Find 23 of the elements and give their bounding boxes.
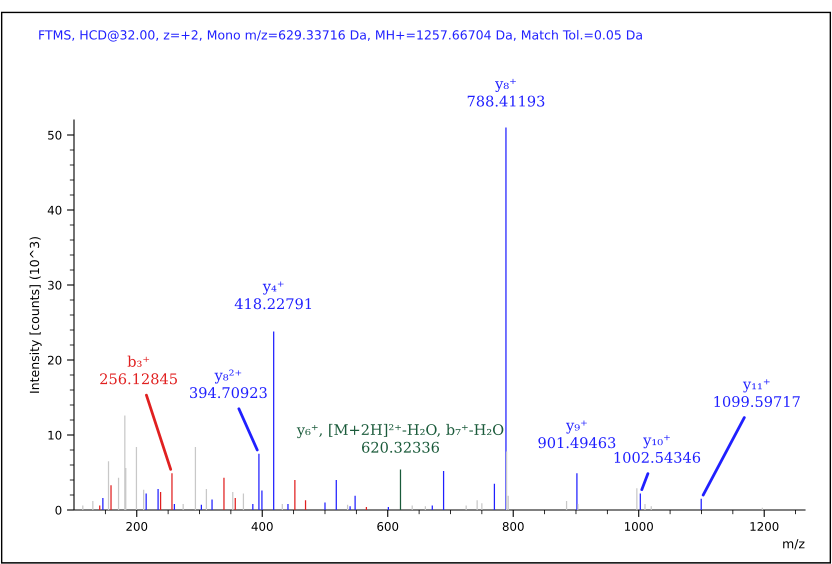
x-tick-label: 400 (252, 522, 273, 531)
y-axis-title: Intensity [counts] (10^3) (30, 237, 42, 393)
y-tick-label: 30 (48, 280, 62, 290)
y-tick-label: 50 (48, 130, 62, 140)
annotation: y₆⁺, [M+2H]²⁺-H₂O, b₇⁺-H₂O 620.32336 (296, 424, 504, 453)
x-tick-label: 800 (502, 522, 524, 531)
x-tick-label: 600 (377, 522, 398, 531)
chart-title: FTMS, HCD@32.00, z=+2, Mono m/z=629.33716 Da, MH+=1257.66704 Da, Match Tol.=0.05 Da (39, 30, 642, 42)
annotation: y₁₁⁺ 1099.59717 (714, 379, 800, 408)
annotation: b₃⁺ 256.12845 (100, 356, 177, 384)
y-tick-label: 0 (55, 506, 62, 515)
x-tick-label: 200 (126, 522, 148, 531)
annotation: y₈⁺ 788.41193 (468, 78, 544, 107)
annotation: y₁₀⁺ 1002.54346 (614, 435, 700, 463)
x-tick-label: 1200 (750, 522, 778, 531)
x-axis-title: m/z (783, 539, 804, 550)
annotation: y₉⁺ 901.49463 (538, 420, 616, 448)
x-tick-label: 1000 (624, 522, 653, 531)
y-tick-label: 40 (48, 206, 62, 215)
y-tick-label: 10 (48, 430, 62, 440)
annotation: y₈²⁺ 394.70923 (190, 369, 267, 398)
annotation: y₄⁺ 418.22791 (234, 282, 312, 310)
y-tick-label: 20 (48, 356, 62, 365)
